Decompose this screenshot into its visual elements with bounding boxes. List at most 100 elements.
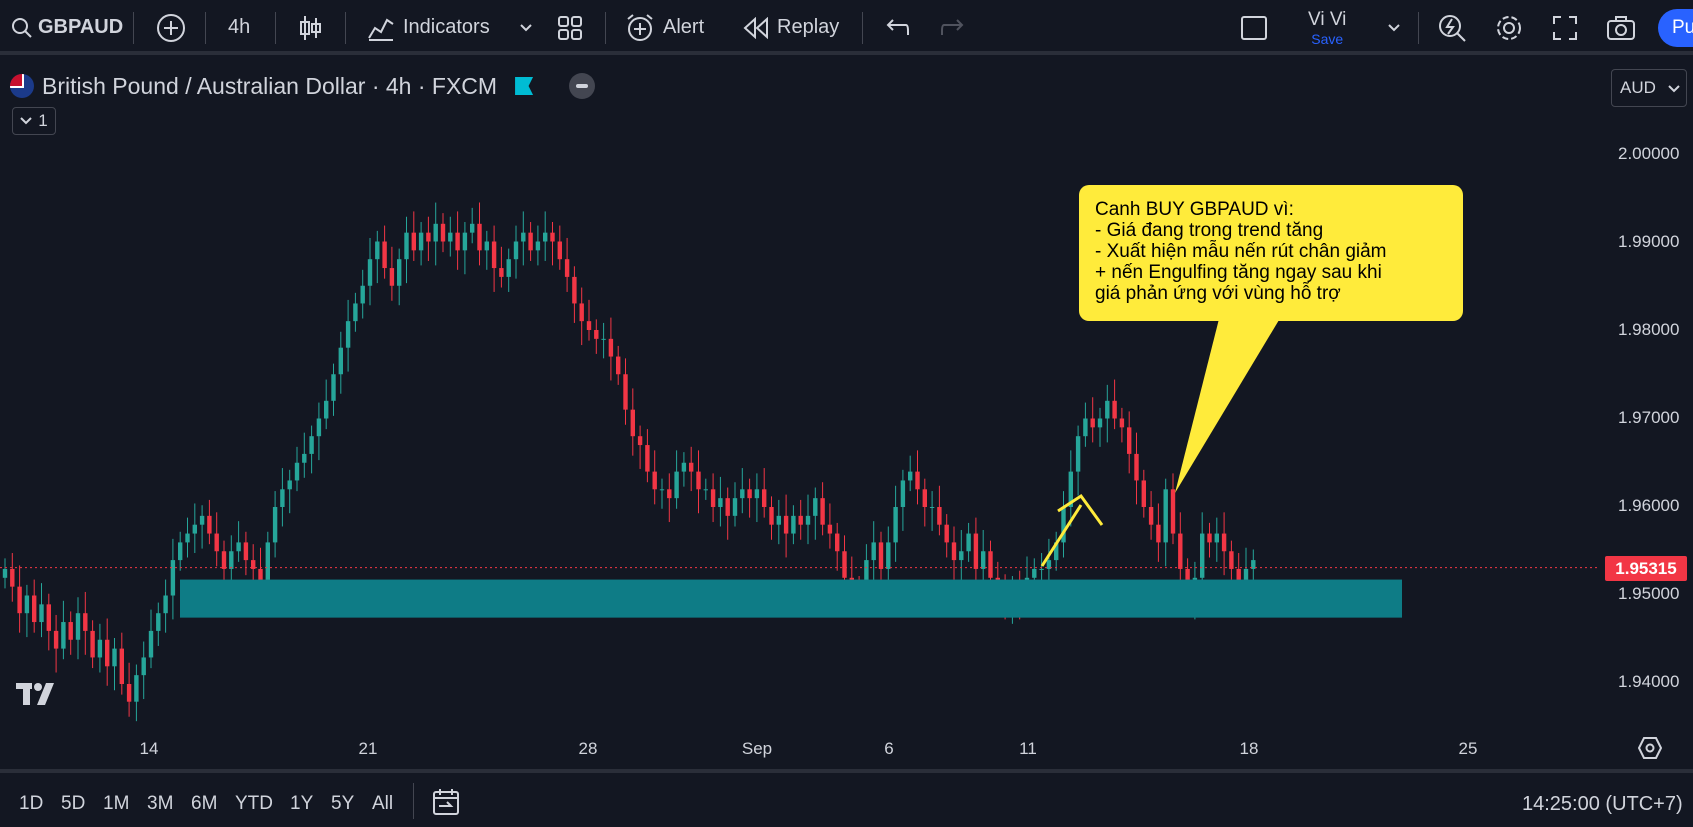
candle-body [484,241,489,251]
snapshot-button[interactable] [1606,0,1636,55]
range-3m[interactable]: 3M [147,793,174,814]
redo-button[interactable] [940,0,966,55]
chevron-down-icon [520,23,532,31]
candle-body [616,356,621,375]
last-price-tag: 1.95315 [1605,556,1687,581]
candle-body [579,303,584,322]
candle-body [17,586,22,614]
candle-body [959,551,964,561]
candle-body [710,489,716,507]
candle-body [645,445,650,472]
quick-search-button[interactable] [1437,0,1467,55]
candle-body [375,241,380,260]
chart-legend: British Pound / Australian Dollar · 4h ·… [10,66,596,106]
candle-body [1141,480,1146,507]
alarm-clock-icon [627,13,653,41]
analysis-callout[interactable]: Canh BUY GBPAUD vì: - Giá đang trong tre… [1079,185,1463,321]
candle-body [1097,418,1103,428]
toolbar-divider [1418,12,1419,44]
top-toolbar: GBPAUD 4h Indicators Alert Replay Vi Vi … [0,0,1693,55]
up-arrowhead [1057,493,1104,526]
candle-body [521,232,526,242]
fullscreen-square-button[interactable] [1240,0,1268,55]
candle-body [1221,533,1227,552]
time-tick: 11 [1019,739,1037,758]
range-6m[interactable]: 6M [191,793,218,814]
candle-body [820,498,825,525]
candle-body [280,489,285,507]
symbol-label: GBPAUD [38,16,124,38]
candle-body [229,551,234,569]
legend-collapse-button[interactable]: 1 [12,107,56,135]
minus-icon[interactable] [569,73,596,99]
candle-body [1061,507,1066,543]
candle-body [871,542,876,561]
range-1y[interactable]: 1Y [290,793,314,814]
candle-body [528,232,533,251]
fullscreen-button[interactable] [1552,0,1578,55]
range-all[interactable]: All [372,793,394,814]
candle-body [601,338,606,340]
toolbar-divider [275,12,276,44]
range-1m[interactable]: 1M [103,793,130,814]
candle-body [652,471,657,490]
candles-layer [2,202,1256,722]
symbol-search[interactable]: GBPAUD [10,0,123,55]
candle-body [1054,542,1059,561]
alert-button[interactable]: Alert [625,0,704,55]
clock-timezone[interactable]: 14:25:00 (UTC+7) [1522,793,1683,815]
candle-body [667,489,672,499]
settings-button[interactable] [1494,0,1524,55]
layout-save-button[interactable]: Vi Vi Save [1308,0,1346,55]
undo-button[interactable] [884,0,910,55]
candle-body [951,542,957,561]
candle-body [221,551,227,569]
layout-dropdown[interactable] [1386,0,1402,55]
range-ytd[interactable]: YTD [235,793,273,814]
candle-body [557,241,562,260]
candle-body [156,613,161,631]
grid-layout-icon [558,15,582,40]
candle-body [922,489,927,507]
chart-type-button[interactable] [298,0,322,55]
gear-icon [1497,15,1521,40]
candle-body [1039,568,1044,570]
square-icon [1241,15,1267,40]
candle-body [988,551,993,578]
callout-line: - Xuất hiện mẫu nến rút chân giảm [1095,241,1387,262]
candle-body [243,542,249,561]
candle-body [506,259,511,277]
tradingview-logo [16,683,54,705]
layout-button[interactable] [557,0,583,55]
candle-body [703,489,708,491]
time-axis-settings-icon[interactable] [1638,736,1662,760]
time-tick: 18 [1239,739,1259,758]
currency-select[interactable]: AUD [1611,69,1687,107]
compare-button[interactable] [156,0,186,55]
replay-button[interactable]: Replay [743,0,839,55]
bookmark-icon[interactable] [515,77,534,95]
replay-label: Replay [777,16,840,38]
time-tick: 6 [884,739,894,758]
price-chart[interactable] [0,55,1600,775]
candle-body [389,268,395,286]
support-zone[interactable] [180,579,1402,618]
range-5y[interactable]: 5Y [331,793,355,814]
candle-body [973,533,979,569]
redo-icon [941,18,964,35]
range-5d[interactable]: 5D [61,793,86,814]
candle-body [835,533,840,552]
templates-dropdown[interactable] [518,0,534,55]
candle-body [251,560,256,569]
candle-body [732,498,738,516]
go-to-date-icon[interactable] [431,787,461,817]
indicators-button[interactable]: Indicators [367,0,490,55]
candle-body [324,400,329,419]
price-tick: 1.95000 [1618,584,1680,603]
toolbar-divider [413,783,414,819]
range-1d[interactable]: 1D [19,793,44,814]
publish-button[interactable]: Pu [1658,9,1693,47]
symbol-title[interactable]: British Pound / Australian Dollar · 4h ·… [42,72,498,99]
up-arrow[interactable] [1040,504,1083,567]
interval-button[interactable]: 4h [228,16,251,38]
